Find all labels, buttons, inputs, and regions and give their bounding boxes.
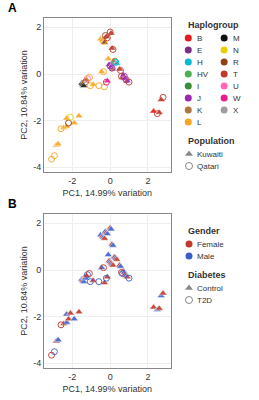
svg-text:2: 2 — [36, 22, 41, 32]
svg-text:B: B — [197, 34, 202, 43]
svg-text:K: K — [197, 106, 203, 115]
svg-text:Haplogroup: Haplogroup — [188, 20, 239, 30]
svg-text:N: N — [233, 46, 239, 55]
svg-text:-2: -2 — [33, 312, 41, 322]
svg-text:-4: -4 — [33, 162, 41, 172]
svg-text:0: 0 — [36, 69, 41, 79]
svg-text:0: 0 — [108, 372, 113, 382]
svg-text:H: H — [197, 58, 203, 67]
svg-text:PC1, 14.99% variation: PC1, 14.99% variation — [63, 384, 153, 394]
svg-text:I: I — [197, 82, 199, 91]
svg-text:R: R — [233, 58, 239, 67]
svg-text:0: 0 — [36, 265, 41, 275]
svg-text:M: M — [233, 34, 240, 43]
svg-text:0: 0 — [108, 176, 113, 186]
svg-text:L: L — [197, 118, 202, 127]
svg-text:2: 2 — [145, 176, 150, 186]
svg-text:Diabetes: Diabetes — [188, 270, 226, 280]
svg-text:Male: Male — [197, 252, 215, 261]
svg-text:PC2, 10.84% variation: PC2, 10.84% variation — [19, 50, 29, 140]
svg-text:2: 2 — [36, 218, 41, 228]
svg-text:Population: Population — [188, 136, 235, 146]
svg-text:-2: -2 — [68, 372, 76, 382]
svg-text:Qatari: Qatari — [197, 162, 219, 171]
svg-text:Gender: Gender — [188, 226, 220, 236]
svg-text:X: X — [233, 106, 239, 115]
svg-text:-2: -2 — [33, 116, 41, 126]
svg-text:Control: Control — [197, 284, 223, 293]
svg-text:2: 2 — [145, 372, 150, 382]
svg-text:T2D: T2D — [197, 296, 212, 305]
svg-text:PC1, 14.99% variation: PC1, 14.99% variation — [63, 188, 153, 198]
svg-text:-4: -4 — [33, 358, 41, 368]
svg-text:A: A — [8, 1, 17, 15]
svg-text:E: E — [197, 46, 202, 55]
svg-text:Female: Female — [197, 240, 224, 249]
svg-text:B: B — [8, 197, 17, 211]
svg-text:-2: -2 — [68, 176, 76, 186]
svg-text:U: U — [233, 82, 239, 91]
svg-text:Kuwaiti: Kuwaiti — [197, 150, 223, 159]
svg-text:HV: HV — [197, 70, 209, 79]
svg-text:W: W — [233, 94, 241, 103]
svg-text:J: J — [197, 94, 201, 103]
svg-text:PC2, 10.84% variation: PC2, 10.84% variation — [19, 246, 29, 336]
svg-text:T: T — [233, 70, 238, 79]
